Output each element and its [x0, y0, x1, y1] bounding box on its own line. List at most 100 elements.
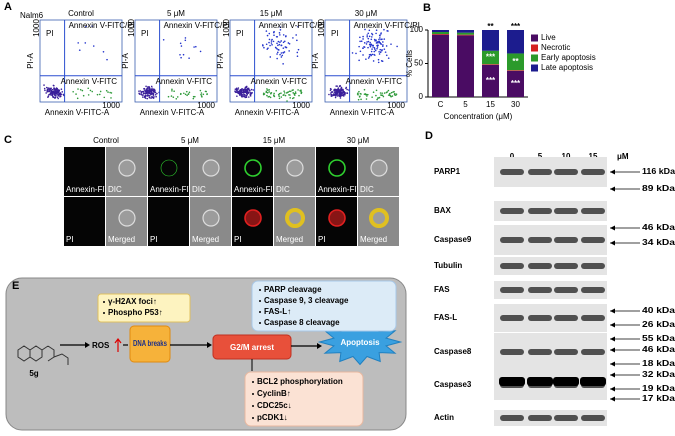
event-dot: [60, 88, 63, 91]
event-dot: [358, 59, 360, 62]
event-dot: [394, 94, 397, 97]
event-dot: [340, 93, 343, 95]
event-dot: [360, 93, 362, 95]
event-dot: [82, 94, 85, 97]
event-dot: [360, 98, 362, 101]
band: [581, 349, 605, 355]
event-dot: [50, 94, 52, 96]
significance-mark: ***: [511, 22, 521, 31]
band: [500, 415, 524, 421]
x-axis-label: Concentration (μM): [444, 112, 513, 121]
event-dot: [76, 97, 79, 100]
x-tick-label: 1000: [197, 101, 215, 110]
event-dot: [372, 44, 375, 47]
event-dot: [377, 58, 380, 61]
event-dot: [373, 50, 376, 53]
event-dot: [334, 89, 336, 91]
event-dot: [236, 95, 238, 97]
plot-title: Control: [68, 9, 94, 18]
event-dot: [300, 91, 303, 94]
event-dot: [280, 96, 283, 98]
event-dot: [81, 89, 84, 92]
event-dot: [179, 93, 182, 96]
protein-label: FAS: [434, 285, 450, 294]
cell: [244, 159, 262, 177]
event-dot: [288, 94, 290, 96]
event-dot: [244, 91, 247, 94]
event-dot: [142, 96, 144, 98]
event-dot: [396, 45, 398, 48]
quadrant-label: Annexin V-FITC: [61, 77, 118, 86]
cell: [285, 208, 305, 228]
event-dot: [156, 92, 158, 95]
event-dot: [342, 89, 344, 91]
band: [528, 415, 552, 421]
significance-mark: **: [487, 22, 494, 31]
event-dot: [262, 92, 265, 95]
event-dot: [239, 88, 242, 91]
event-dot: [96, 93, 99, 96]
apoptosis-label: Apoptosis: [340, 338, 380, 347]
event-dot: [374, 48, 376, 50]
event-dot: [266, 91, 269, 94]
event-dot: [146, 95, 149, 97]
event-dot: [144, 89, 146, 92]
event-dot: [239, 91, 241, 94]
event-dot: [43, 84, 45, 86]
event-dot: [371, 48, 373, 50]
event-dot: [151, 87, 153, 89]
event-dot: [277, 44, 279, 47]
event-dot: [334, 96, 337, 99]
quadrant-label: PI: [331, 29, 339, 38]
event-dot: [72, 90, 74, 93]
event-dot: [278, 49, 280, 51]
cell: [370, 159, 388, 177]
channel-label: Merged: [108, 235, 135, 244]
event-dot: [276, 51, 279, 54]
event-dot: [273, 95, 276, 98]
event-dot: [105, 89, 108, 92]
event-dot: [288, 42, 291, 45]
band: [528, 263, 552, 269]
event-dot: [286, 100, 288, 102]
event-dot: [328, 93, 330, 96]
y-tick-label: 1000: [317, 19, 326, 37]
g2m-markers-box: [244, 371, 364, 427]
panel-label: A: [4, 1, 12, 13]
event-dot: [237, 87, 240, 89]
event-dot: [269, 44, 271, 47]
event-dot: [363, 46, 366, 48]
event-dot: [294, 91, 297, 93]
event-dot: [53, 93, 56, 96]
event-dot: [192, 95, 195, 98]
event-dot: [365, 98, 368, 100]
event-dot: [366, 95, 368, 97]
event-dot: [371, 32, 373, 35]
event-dot: [268, 38, 271, 41]
event-dot: [329, 89, 332, 92]
channel-label: DIC: [276, 185, 290, 194]
event-dot: [48, 88, 50, 91]
event-dot: [282, 47, 285, 49]
band: [580, 377, 606, 386]
y-tick-label: 1000: [222, 19, 231, 37]
micrograph: [148, 147, 189, 196]
channel-label: PI: [66, 235, 74, 244]
flow-plot: PI Annexin V-FITC/PI Annexin V-FITC: [39, 19, 135, 103]
event-dot: [358, 45, 360, 48]
event-dot: [378, 41, 381, 44]
event-dot: [247, 87, 250, 90]
event-dot: [363, 42, 366, 44]
event-dot: [390, 91, 393, 94]
event-dot: [289, 97, 291, 99]
event-dot: [243, 93, 246, 96]
event-dot: [275, 35, 278, 38]
event-dot: [145, 92, 147, 94]
event-dot: [268, 41, 270, 44]
event-dot: [148, 92, 150, 94]
event-dot: [373, 47, 376, 49]
event-dot: [273, 92, 275, 95]
event-dot: [277, 40, 280, 43]
arrow-head: [610, 396, 615, 402]
event-dot: [292, 37, 294, 39]
